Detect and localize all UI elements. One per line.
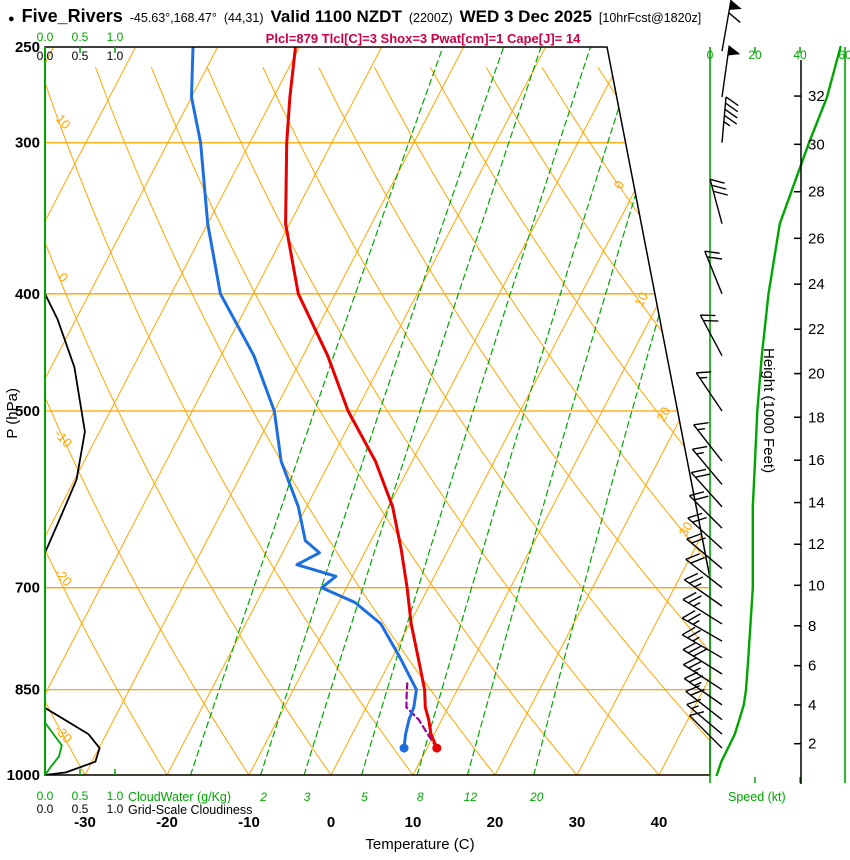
mixing-ratio-label: 20 (529, 790, 544, 804)
temperature-tick-label: 20 (487, 814, 504, 831)
isotherm-label: 20 (653, 404, 673, 424)
valid-date: WED 3 Dec 2025 (459, 7, 592, 26)
cloudiness-scale-label: 1.0 (107, 49, 124, 63)
station-name: Five_Rivers (21, 6, 123, 26)
cloudiness-scale-label: 1.0 (107, 802, 124, 816)
pressure-tick-label: 850 (15, 682, 40, 699)
surface-dots (399, 743, 442, 753)
dewpoint-curve (190, 47, 418, 750)
temperature-curve (284, 47, 439, 750)
speed-tick-label: 0 (707, 48, 714, 62)
height-tick-label: 14 (808, 495, 825, 512)
chart-header: ● Five_Rivers -45.63°,168.47° (44,31) Va… (8, 6, 846, 27)
surface-dewpoint-dot (399, 743, 409, 753)
height-tick-label: 24 (808, 276, 825, 293)
cloudiness-scale-label: 0.5 (72, 49, 89, 63)
mixing-ratio-label: 2 (259, 790, 267, 804)
height-tick-label: 18 (808, 409, 825, 426)
cloudiness-profile (45, 292, 101, 775)
temperature-tick-label: 30 (569, 814, 586, 831)
pressure-tick-label: 500 (15, 403, 40, 420)
cloudwater-scale-label: 1.0 (107, 789, 124, 803)
cloudiness-axis-title: Grid-Scale Cloudiness (128, 803, 253, 817)
temperature-tick-label: -20 (156, 814, 178, 831)
cloudwater-scale-label: 1.0 (107, 30, 124, 44)
forecast-hour: [10hrFcst@1820z] (598, 11, 702, 25)
pressure-tick-label: 700 (15, 580, 40, 597)
height-tick-label: 22 (808, 321, 825, 338)
temperature-tick-label: -10 (238, 814, 260, 831)
mixing-ratio-label: 12 (464, 790, 478, 804)
dry-adiabat-lines (45, 67, 710, 775)
temperature-axis-title: Temperature (C) (365, 836, 475, 853)
stats-line: Plcl=879 Tlcl[C]=3 Shox=3 Pwat[cm]=1 Cap… (265, 31, 581, 46)
cloudwater-scale-label: 0.5 (72, 789, 89, 803)
valid-time: Valid 1100 NZDT (270, 7, 402, 26)
height-tick-label: 4 (808, 697, 816, 714)
height-tick-label: 10 (808, 577, 825, 594)
cloudwater-axis-title: CloudWater (g/Kg) (128, 790, 232, 804)
valid-time-zulu: (2200Z) (408, 11, 453, 25)
isotherm-label: 30 (676, 519, 696, 539)
pressure-tick-label: 250 (15, 39, 40, 56)
cloudwater-scale-label: 0.5 (72, 30, 89, 44)
mixing-ratio-label: 3 (304, 790, 311, 804)
temperature-tick-label: 10 (405, 814, 422, 831)
station-bullet-icon: ● (8, 13, 15, 25)
speed-tick-label: 20 (748, 48, 762, 62)
dry-adiabat-label: -10 (51, 426, 75, 450)
cloudiness-scale-label: 0.0 (37, 802, 54, 816)
isobar-lines (45, 47, 710, 775)
pressure-tick-label: 300 (15, 135, 40, 152)
mixing-ratio-label: 5 (361, 790, 368, 804)
station-coords: -45.63°,168.47° (129, 11, 217, 25)
dry-adiabat-label: -20 (51, 565, 75, 589)
height-tick-label: 30 (808, 136, 825, 153)
speed-axis-title: Speed (kt) (728, 790, 786, 804)
pressure-tick-label: 400 (15, 286, 40, 303)
cloudwater-scale-label: 0.0 (37, 789, 54, 803)
dry-adiabat-label: 0 (55, 270, 71, 285)
pressure-tick-labels: 250 300 400 500 700 850 1000 (7, 39, 40, 784)
speed-tick-label: 60 (838, 48, 850, 62)
height-tick-label: 12 (808, 536, 825, 553)
station-grid-point: (44,31) (223, 11, 264, 25)
temperature-tick-labels: -30 -20 -10 0 10 20 30 40 (74, 814, 667, 831)
height-tick-label: 6 (808, 658, 816, 675)
speed-tick-label: 40 (793, 48, 807, 62)
dry-adiabat-label: -30 (51, 722, 75, 746)
cloudiness-scale-label: 0.0 (37, 49, 54, 63)
speed-tick-labels: 0 20 40 60 (707, 48, 850, 62)
height-tick-label: 20 (808, 366, 825, 383)
temperature-tick-label: -30 (74, 814, 96, 831)
wind-barbs (681, 0, 742, 749)
pressure-axis-title: P (hPa) (4, 388, 21, 439)
height-tick-label: 26 (808, 230, 825, 247)
pressure-tick-label: 1000 (7, 767, 40, 784)
height-tick-label: 8 (808, 618, 816, 635)
temperature-tick-label: 0 (327, 814, 335, 831)
cloudwater-scale-label: 0.0 (37, 30, 54, 44)
cloudiness-scale-label: 0.5 (72, 802, 89, 816)
cloud-scale-tick-labels: 0.00.00.00.00.50.50.50.51.01.01.01.0 (37, 30, 124, 816)
green-scale-axes (44, 47, 846, 783)
temperature-tick-label: 40 (651, 814, 668, 831)
height-tick-label: 2 (808, 736, 816, 753)
speed-curve (715, 45, 842, 777)
surface-temperature-dot (432, 743, 442, 753)
isotherm-label: 10 (631, 289, 651, 309)
isotherm-label: 0 (611, 178, 628, 191)
mixing-ratio-label: 8 (417, 790, 424, 804)
height-tick-label: 32 (808, 88, 825, 105)
height-axis-title: Height (1000 Feet) (760, 348, 777, 474)
height-tick-label: 28 (808, 184, 825, 201)
cloudwater-profile (45, 721, 63, 775)
height-tick-label: 16 (808, 452, 825, 469)
